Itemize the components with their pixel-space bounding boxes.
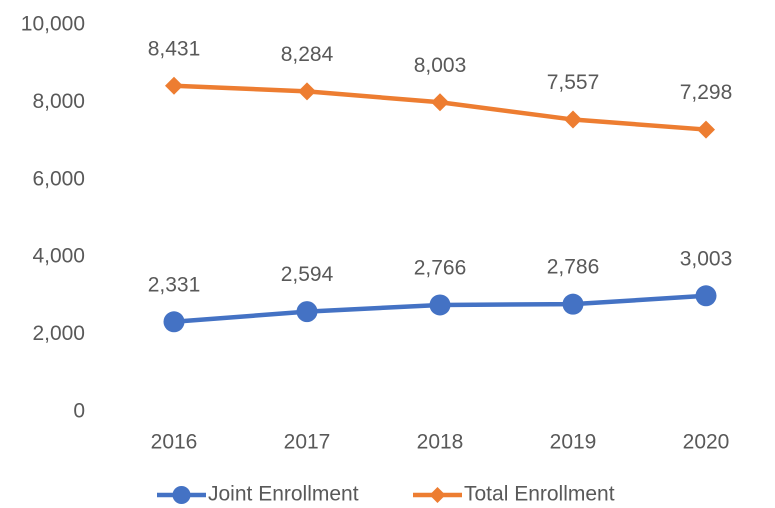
data-label: 3,003	[680, 247, 733, 270]
data-label: 2,786	[547, 256, 600, 279]
y-tick-label: 6,000	[32, 167, 85, 190]
y-tick-label: 10,000	[21, 13, 85, 36]
point	[697, 120, 715, 139]
legend-marker	[172, 486, 191, 504]
x-tick-label: 2019	[550, 431, 597, 454]
data-label: 2,594	[281, 263, 334, 286]
x-tick-label: 2017	[284, 431, 331, 454]
point	[296, 301, 318, 323]
point	[165, 76, 183, 95]
point	[429, 294, 451, 316]
data-label: 8,003	[414, 54, 467, 77]
legend-label: Total Enrollment	[464, 483, 615, 506]
point	[564, 110, 582, 129]
point	[562, 293, 584, 315]
legend-marker	[429, 487, 446, 503]
x-tick-label: 2020	[683, 431, 730, 454]
x-tick-label: 2016	[151, 431, 198, 454]
y-tick-label: 2,000	[32, 322, 85, 345]
y-tick-label: 4,000	[32, 245, 85, 268]
data-label: 2,766	[414, 257, 467, 280]
y-tick-label: 8,000	[32, 90, 85, 113]
data-label: 8,284	[281, 43, 334, 66]
point	[163, 311, 185, 333]
data-label: 7,298	[680, 81, 733, 104]
point	[298, 82, 316, 101]
point	[431, 93, 449, 112]
x-tick-label: 2018	[417, 431, 464, 454]
data-label: 7,557	[547, 71, 600, 94]
data-label: 8,431	[148, 37, 201, 60]
legend-label: Joint Enrollment	[208, 483, 359, 506]
y-tick-label: 0	[73, 400, 85, 423]
data-label: 2,331	[148, 273, 201, 296]
point	[695, 285, 717, 307]
